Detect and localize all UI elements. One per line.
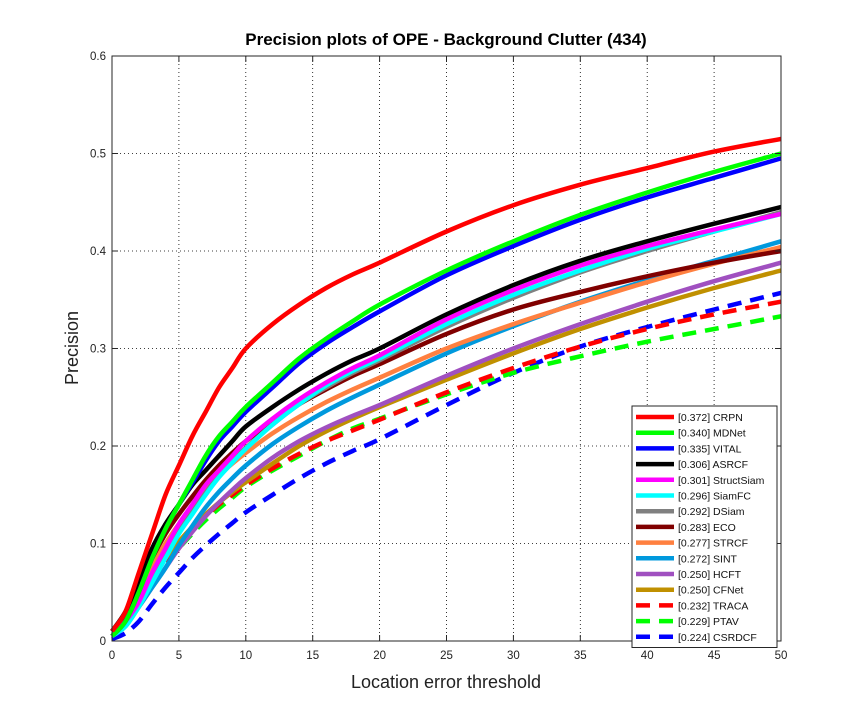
series-line-strcf	[110, 244, 782, 633]
legend-entry-label: [0.250] CFNet	[678, 585, 743, 597]
legend-entry-label: [0.335] VITAL	[678, 443, 742, 455]
x-tick-label: 15	[306, 650, 319, 662]
legend-entry-label: [0.277] STRCF	[678, 538, 748, 550]
y-tick-label: 0	[100, 636, 106, 648]
legend-entry-label: [0.301] StructSiam	[678, 475, 765, 487]
x-tick-label: 45	[708, 650, 721, 662]
series-line-mdnet	[110, 151, 782, 638]
x-tick-label: 10	[239, 650, 252, 662]
y-tick-label: 0.4	[90, 246, 107, 258]
legend-entry-label: [0.229] PTAV	[678, 616, 739, 628]
x-tick-label: 40	[641, 650, 654, 662]
series-line-crpn	[110, 136, 782, 633]
legend-entry-label: [0.232] TRACA	[678, 600, 748, 612]
series-line-structsiam	[110, 211, 782, 638]
x-axis-label: Location error threshold	[351, 672, 541, 692]
y-tick-label: 0.2	[90, 441, 106, 453]
legend-entry-label: [0.250] HCFT	[678, 569, 742, 581]
legend-entry-label: [0.372] CRPN	[678, 412, 743, 424]
legend-entry-label: [0.340] MDNet	[678, 428, 746, 440]
x-tick-label: 0	[109, 650, 115, 662]
legend-entry-label: [0.272] SINT	[678, 553, 738, 565]
x-tick-label: 30	[507, 650, 520, 662]
series-line-siamfc	[110, 211, 782, 638]
series-line-csrdcf	[111, 290, 782, 642]
legend-entry-label: [0.283] ECO	[678, 522, 736, 534]
x-tick-label: 25	[440, 650, 453, 662]
legend-entry-label: [0.306] ASRCF	[678, 459, 748, 471]
x-tick-label: 5	[176, 650, 182, 662]
series-lines	[110, 136, 782, 642]
legend: [0.372] CRPN [0.340] MDNet [0.335] VITAL [0…	[631, 405, 778, 648]
x-tick-label: 50	[775, 650, 788, 662]
series-line-asrcf	[110, 204, 782, 633]
y-tick-label: 0.3	[90, 344, 106, 356]
x-tick-label: 35	[574, 650, 587, 662]
y-tick-label: 0.1	[90, 539, 106, 551]
legend-entry-label: [0.296] SiamFC	[678, 491, 751, 503]
series-line-traca	[110, 299, 782, 638]
x-tick-label: 20	[373, 650, 386, 662]
axis-ticks: 0 5 10 15 20 25 30 35 40 45 50 0 0.1 0.2 0.3 0.4 0.5 0.6	[90, 51, 787, 662]
chart-title: Precision plots of OPE - Background Clut…	[245, 30, 646, 49]
y-axis-label: Precision	[62, 311, 82, 385]
y-tick-label: 0.5	[90, 149, 106, 161]
legend-entry-label: [0.292] DSiam	[678, 506, 745, 518]
y-tick-label: 0.6	[90, 51, 106, 63]
legend-entry-label: [0.224] CSRDCF	[678, 632, 757, 644]
